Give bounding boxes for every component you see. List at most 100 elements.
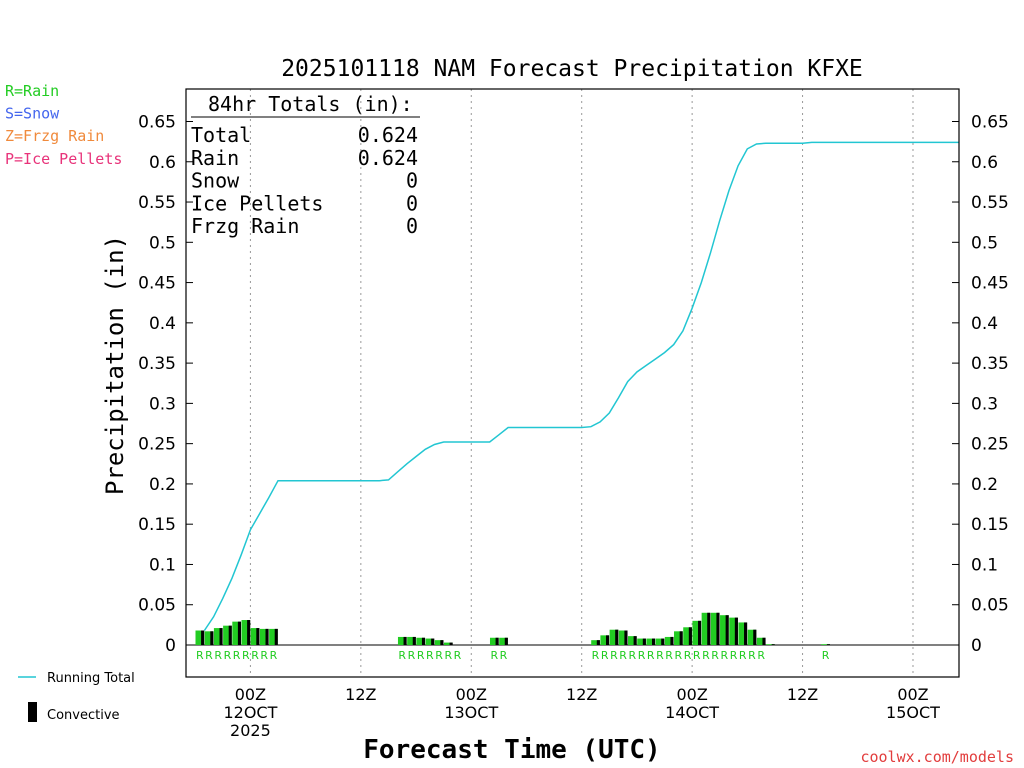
y-tick-label-right: 0.05: [971, 596, 1009, 616]
convective-bar: [753, 629, 757, 645]
precip-bar: [683, 627, 692, 645]
y-tick-label-right: 0.4: [971, 314, 998, 334]
ptype-marker: R: [619, 649, 627, 662]
precip-bar: [646, 638, 656, 645]
precip-bar: [416, 637, 425, 645]
convective-bar: [449, 642, 453, 645]
y-tick-label-right: 0.5: [971, 233, 998, 253]
y-tick-label-left: 0.55: [138, 193, 176, 213]
convective-bar: [679, 631, 683, 645]
ptype-marker: R: [757, 649, 765, 662]
y-tick-label-left: 0.15: [138, 515, 176, 535]
convective-bar: [412, 636, 416, 645]
y-tick-label-left: 0.5: [149, 233, 176, 253]
running-total-line: [203, 141, 959, 631]
y-tick-label-left: 0.45: [138, 274, 176, 294]
ptype-marker: R: [224, 649, 232, 662]
convective-bar: [661, 638, 665, 645]
ptype-marker: R: [417, 649, 425, 662]
ptype-marker: R: [601, 649, 609, 662]
precip-bar: [674, 631, 683, 645]
ptype-marker: R: [444, 649, 452, 662]
ptype-marker: R: [628, 649, 636, 662]
precip-bar: [766, 644, 775, 645]
y-tick-label-right: 0.3: [971, 394, 998, 414]
convective-legend-label: Convective: [47, 708, 120, 723]
convective-bar: [265, 628, 269, 645]
y-axis-right: 0 0.05 0.1 0.15 0.2 0.25 0.3 0.35 0.4 0.45 0.5 0.55…: [952, 112, 1009, 656]
y-tick-label-left: 0.65: [138, 112, 176, 132]
ptype-marker: R: [610, 649, 618, 662]
y-tick-label-left: 0.2: [149, 475, 176, 495]
ptype-marker: R: [205, 649, 213, 662]
totals-row-value: 0: [406, 169, 418, 193]
precip-bar: [821, 644, 830, 645]
convective-bar: [237, 621, 242, 645]
ptype-marker: R: [270, 649, 278, 662]
y-tick-label-left: 0: [165, 636, 176, 656]
ptype-marker: R: [214, 649, 222, 662]
ptype-marker: R: [408, 649, 416, 662]
ptype-marker: R: [674, 649, 682, 662]
ptype-marker: R: [454, 649, 462, 662]
convective-swatch: [28, 702, 37, 722]
precip-bar: [213, 628, 223, 645]
precip-bar: [600, 635, 610, 645]
ptype-marker: R: [739, 649, 747, 662]
totals-row-value: 0: [406, 214, 418, 238]
convective-bar: [219, 628, 223, 645]
x-tick-label: 12OCT: [223, 703, 277, 722]
totals-row-label: Ice Pellets: [191, 191, 323, 215]
convective-bar: [440, 640, 444, 645]
convective-bar: [716, 612, 720, 645]
convective-bar: [744, 622, 748, 645]
ptype-legend-item: R=Rain: [5, 82, 59, 100]
y-tick-label-right: 0.1: [971, 555, 998, 575]
precip-bar: [618, 630, 628, 645]
y-tick-label-right: 0: [971, 636, 982, 656]
grid-lines: [186, 89, 959, 677]
y-tick-label-right: 0.65: [971, 112, 1009, 132]
convective-bar: [504, 637, 508, 645]
precip-bar: [729, 617, 738, 645]
y-tick-label-left: 0.4: [149, 314, 176, 334]
precip-bar: [232, 621, 241, 645]
ptype-marker: R: [638, 649, 646, 662]
convective-bar: [698, 620, 702, 645]
y-axis-left: 0 0.05 0.1 0.15 0.2 0.25 0.3 0.35 0.4 0.45 0.5 0.55…: [138, 112, 193, 656]
totals-row-label: Total: [191, 123, 251, 147]
precip-bar: [609, 629, 619, 645]
ptype-marker: R: [748, 649, 756, 662]
convective-bar: [826, 644, 830, 645]
running-total-polyline: [203, 141, 959, 631]
precip-bar: [443, 642, 453, 645]
convective-bar: [652, 638, 656, 645]
ptype-marker: R: [822, 649, 830, 662]
convective-bar: [274, 628, 278, 645]
ptype-marker: R: [656, 649, 664, 662]
precip-bar: [250, 628, 260, 645]
precip-bar: [489, 637, 499, 645]
precip-bar: [499, 637, 508, 645]
totals-row-value: 0.624: [358, 123, 418, 147]
y-tick-label-right: 0.25: [971, 435, 1009, 455]
x-tick-label: 12Z: [566, 685, 597, 704]
precip-bar: [259, 628, 269, 645]
precip-bar: [397, 636, 407, 645]
convective-bar: [201, 630, 205, 645]
ptype-legend-item: Z=Frzg Rain: [5, 127, 104, 145]
totals-row-value: 0: [406, 191, 418, 215]
convective-bar: [688, 627, 692, 645]
ptype-marker: R: [711, 649, 719, 662]
convective-bar: [615, 629, 619, 645]
precip-bar: [756, 637, 766, 645]
precip-bar: [664, 636, 674, 645]
totals-row-value: 0.624: [358, 146, 418, 170]
precip-bar: [591, 640, 600, 645]
y-tick-label-right: 0.2: [971, 475, 998, 495]
convective-bar: [670, 636, 674, 645]
totals-row-label: Rain: [191, 146, 239, 170]
ptype-marker: R: [233, 649, 241, 662]
